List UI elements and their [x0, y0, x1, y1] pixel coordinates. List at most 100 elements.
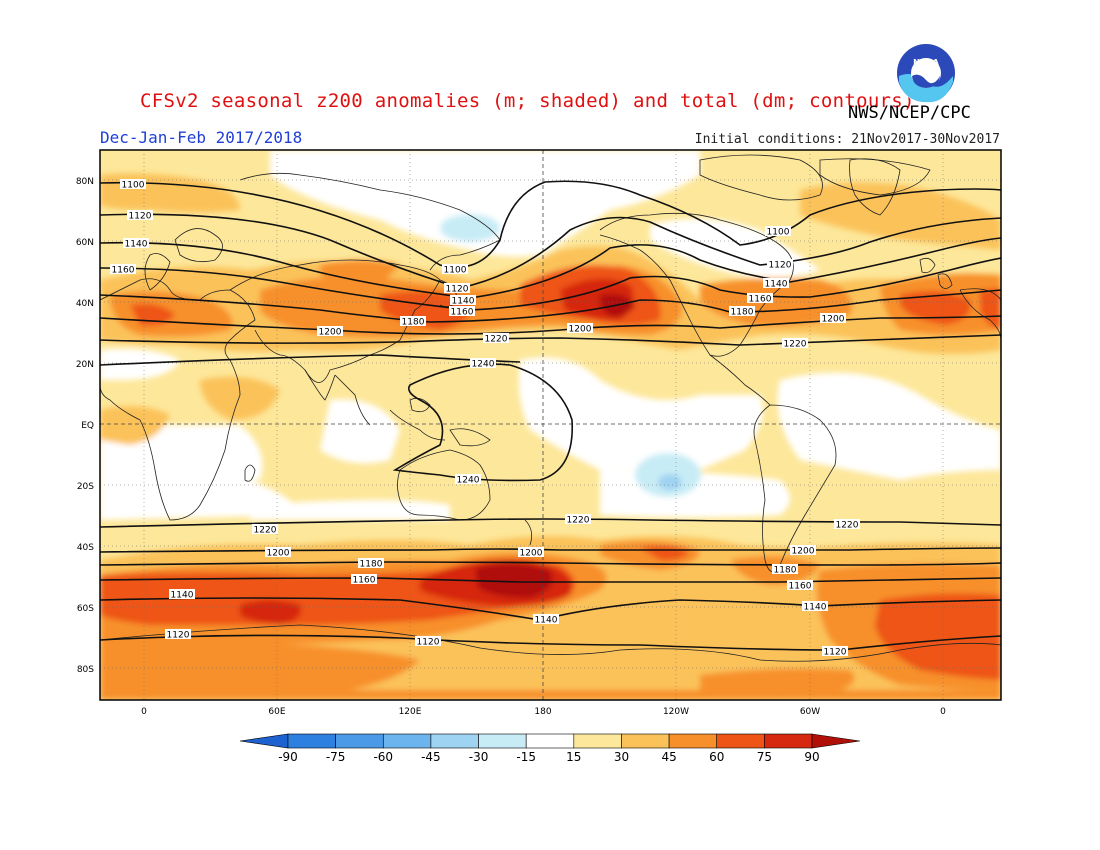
colorbar-swatch — [668, 733, 718, 749]
contour-label-bg — [444, 283, 470, 293]
noaa-logo: NOAA — [896, 43, 956, 103]
contour-label: 1200 — [267, 549, 290, 559]
contour-label-bg — [127, 210, 153, 220]
colorbar-label: 90 — [804, 750, 819, 764]
lon-label: 60E — [268, 707, 285, 717]
lon-label: 0 — [940, 707, 946, 717]
contour-label-bg — [317, 326, 343, 336]
lat-label: EQ — [81, 421, 94, 431]
contour-label: 1240 — [457, 476, 480, 486]
lat-label: 20S — [77, 482, 94, 492]
contour-1200-sh — [100, 547, 1001, 553]
contour-label-bg — [450, 295, 476, 305]
contour-label: 1220 — [567, 516, 590, 526]
contour-1220-sh — [100, 518, 1001, 528]
contour-label-bg — [252, 524, 278, 534]
contour-label-bg — [533, 614, 559, 624]
contour-label: 1200 — [822, 315, 845, 325]
contour-1140-nh — [100, 237, 1001, 299]
contour-label: 1140 — [535, 616, 558, 626]
contour-label-bg — [415, 636, 441, 646]
lon-label: 60W — [800, 707, 820, 717]
lon-label: 120W — [663, 707, 689, 717]
contour-1120-nh — [100, 213, 1001, 289]
contour-label-bg — [747, 293, 773, 303]
map-frame — [99, 149, 1002, 701]
colorbar-label: -30 — [469, 750, 489, 764]
lon-label: 120E — [399, 707, 422, 717]
initial-conditions-label: Initial conditions: 21Nov2017-30Nov2017 — [694, 132, 1000, 147]
contour-label: 1140 — [125, 240, 148, 250]
contour-label-bg — [483, 333, 509, 343]
contour-label: 1160 — [749, 295, 772, 305]
colorbar-label: -60 — [373, 750, 393, 764]
colorbar: -90 -75 -60 -45 -30 -15 15 30 45 60 75 90 — [239, 733, 861, 764]
colorbar-swatch — [811, 733, 861, 749]
contour-label-bg — [351, 574, 377, 584]
contour-label: 1180 — [360, 560, 383, 570]
lon-label: 0 — [141, 707, 147, 717]
contour-label: 1140 — [171, 591, 194, 601]
contour-label-bg — [772, 564, 798, 574]
contour-label-bg — [567, 323, 593, 333]
contour-label: 1160 — [353, 576, 376, 586]
contour-label-bg — [765, 226, 791, 236]
lat-label: 60S — [77, 604, 94, 614]
contour-label: 1180 — [402, 318, 425, 328]
contour-label-bg — [787, 580, 813, 590]
contour-label-bg — [767, 259, 793, 269]
contour-label-bg — [834, 519, 860, 529]
colorbar-swatch — [621, 733, 670, 749]
contour-label: 1160 — [451, 308, 474, 318]
lat-label: 20N — [76, 360, 94, 370]
contour-1160-nh — [100, 257, 1001, 311]
lon-label: 180 — [534, 707, 551, 717]
chart-title: CFSv2 seasonal z200 anomalies (m; shaded… — [140, 90, 915, 112]
contour-1220-nh — [100, 334, 1001, 346]
contour-label: 1160 — [112, 266, 135, 276]
contour-label-bg — [123, 238, 149, 248]
contour-label-bg — [110, 264, 136, 274]
contour-label-bg — [358, 558, 384, 568]
colorbar-label: 30 — [614, 750, 629, 764]
contour-label: 1180 — [774, 566, 797, 576]
contour-label: 1200 — [319, 328, 342, 338]
height-contours — [100, 180, 1001, 651]
contour-label: 1200 — [792, 547, 815, 557]
contour-label-bg — [820, 313, 846, 323]
contour-label: 1100 — [122, 181, 145, 191]
contour-label: 1120 — [446, 285, 469, 295]
colorbar-swatch — [239, 733, 289, 749]
contour-1160-sh — [100, 577, 1001, 583]
colorbar-swatch — [478, 733, 527, 749]
contour-label-bg — [449, 306, 475, 316]
contour-labels: 1100112011401160110011201140116011801200… — [110, 179, 860, 658]
reference-lines — [100, 150, 1001, 700]
colorbar-swatch — [335, 733, 384, 749]
contour-label: 1240 — [472, 360, 495, 370]
contour-label: 1140 — [804, 603, 827, 613]
colorbar-swatch — [287, 733, 336, 749]
anomaly-shading — [100, 150, 1001, 700]
contour-label: 1200 — [520, 549, 543, 559]
contour-label-bg — [265, 547, 291, 557]
colorbar-swatch — [573, 733, 622, 749]
contour-label: 1100 — [444, 266, 467, 276]
lat-label: 80N — [76, 177, 94, 187]
contour-label-bg — [802, 601, 828, 611]
contour-label-bg — [442, 264, 468, 274]
lat-label: 40N — [76, 299, 94, 309]
colorbar-swatch — [716, 733, 765, 749]
contour-label: 1140 — [452, 297, 475, 307]
contour-label: 1120 — [769, 261, 792, 271]
colorbar-label: -15 — [516, 750, 536, 764]
contour-label: 1140 — [765, 280, 788, 290]
contour-label-bg — [822, 646, 848, 656]
contour-label-bg — [729, 306, 755, 316]
contour-label-bg — [400, 316, 426, 326]
lat-label: 60N — [76, 238, 94, 248]
colorbar-swatch — [525, 733, 575, 749]
season-label: Dec-Jan-Feb 2017/2018 — [100, 128, 303, 147]
contour-label: 1200 — [569, 325, 592, 335]
